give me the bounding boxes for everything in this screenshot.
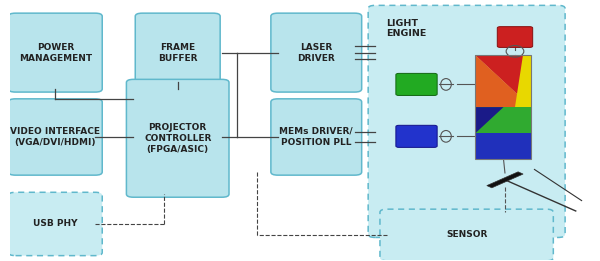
Text: LASER
DRIVER: LASER DRIVER (298, 43, 335, 63)
FancyBboxPatch shape (271, 99, 362, 175)
Text: POWER
MANAGEMENT: POWER MANAGEMENT (19, 43, 92, 63)
Text: PROJECTOR
CONTROLLER
(FPGA/ASIC): PROJECTOR CONTROLLER (FPGA/ASIC) (144, 123, 211, 154)
Polygon shape (475, 107, 532, 133)
Text: SENSOR: SENSOR (446, 230, 487, 240)
FancyBboxPatch shape (396, 125, 437, 147)
FancyBboxPatch shape (271, 13, 362, 92)
Polygon shape (475, 133, 532, 159)
FancyBboxPatch shape (497, 27, 533, 48)
FancyBboxPatch shape (368, 5, 565, 238)
Text: USB PHY: USB PHY (33, 220, 77, 228)
FancyBboxPatch shape (127, 79, 229, 197)
Text: VIDEO INTERFACE
(VGA/DVI/HDMI): VIDEO INTERFACE (VGA/DVI/HDMI) (10, 127, 100, 147)
Text: FRAME
BUFFER: FRAME BUFFER (158, 43, 197, 63)
FancyBboxPatch shape (135, 13, 220, 92)
Text: MEMs DRIVER/
POSITION PLL: MEMs DRIVER/ POSITION PLL (280, 127, 353, 147)
Polygon shape (475, 55, 532, 107)
FancyBboxPatch shape (396, 73, 437, 96)
Polygon shape (487, 172, 523, 188)
FancyBboxPatch shape (8, 192, 102, 256)
Polygon shape (515, 55, 532, 107)
FancyBboxPatch shape (380, 209, 553, 261)
Polygon shape (475, 107, 503, 133)
Polygon shape (475, 55, 532, 107)
FancyBboxPatch shape (8, 99, 102, 175)
FancyBboxPatch shape (8, 13, 102, 92)
Bar (475, 55, 532, 159)
Text: LIGHT
ENGINE: LIGHT ENGINE (386, 19, 426, 38)
